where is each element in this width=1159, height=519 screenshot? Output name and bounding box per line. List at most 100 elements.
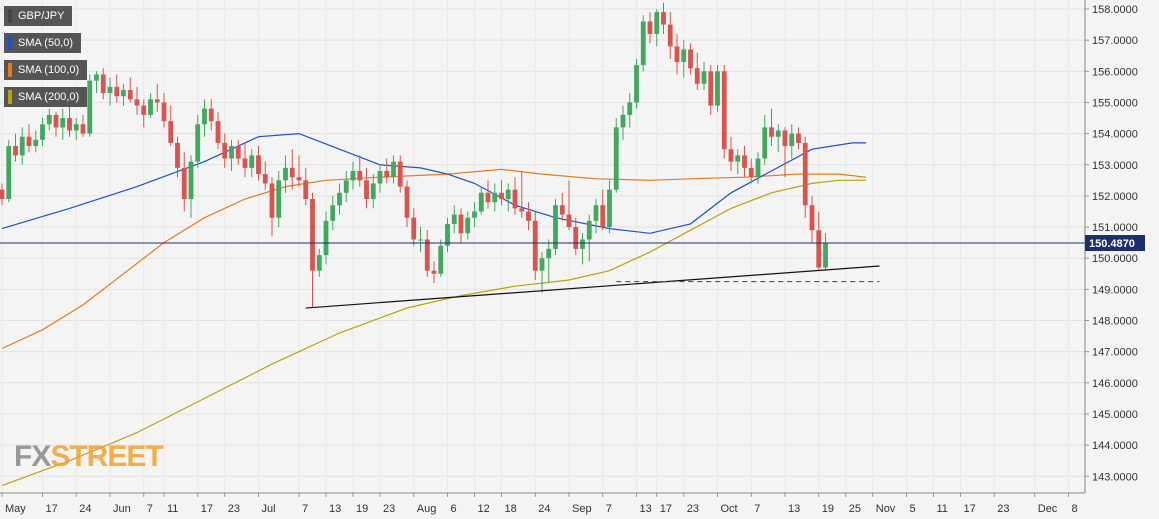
candle-body xyxy=(492,192,498,203)
candle-body xyxy=(181,167,187,200)
candle-body xyxy=(802,142,808,206)
candle-body xyxy=(350,170,356,181)
x-tick-label: 23 xyxy=(228,503,240,515)
candle-body xyxy=(168,121,174,143)
legend-symbol[interactable]: GBP/JPY xyxy=(4,6,73,26)
annotation-lines xyxy=(0,242,1085,309)
candle-body xyxy=(762,127,768,159)
legend-sma50-swatch xyxy=(8,36,12,51)
candle-body xyxy=(519,208,525,212)
candle-body xyxy=(620,114,626,128)
x-tick-label: 25 xyxy=(849,503,861,515)
candle-body xyxy=(654,12,660,34)
candle-body xyxy=(742,155,747,168)
candle-body xyxy=(755,158,761,178)
candle-body xyxy=(607,189,612,228)
x-tick-label: 17 xyxy=(660,503,672,515)
candle-body xyxy=(310,199,315,271)
candle-body xyxy=(600,205,606,228)
x-tick-label: 6 xyxy=(451,503,457,515)
candle-body xyxy=(647,21,653,34)
candle-body xyxy=(100,74,106,94)
x-tick-label: 23 xyxy=(687,503,699,515)
legend-symbol-label: GBP/JPY xyxy=(18,10,65,22)
x-tick-label: 12 xyxy=(478,503,490,515)
candle-body xyxy=(715,71,720,106)
last-price-label: 150.4870 xyxy=(1085,235,1145,252)
candle-body xyxy=(397,161,403,187)
candle-body xyxy=(384,170,390,178)
candle-body xyxy=(458,214,464,234)
y-tick-label: 156.0000 xyxy=(1092,66,1138,78)
x-tick-label: Jun xyxy=(113,503,131,515)
candle-body xyxy=(816,230,822,268)
candle-body xyxy=(809,205,815,231)
candle-body xyxy=(438,245,444,274)
y-tick-label: 143.0000 xyxy=(1092,471,1138,483)
x-tick-label: 17 xyxy=(964,503,976,515)
candle-body xyxy=(775,130,781,137)
candle-body xyxy=(13,146,18,156)
x-tick-label: 5 xyxy=(910,503,916,515)
y-tick-label: 145.0000 xyxy=(1092,409,1138,421)
candle-body xyxy=(748,167,754,178)
candle-body xyxy=(370,183,376,200)
candles xyxy=(0,2,828,309)
candle-body xyxy=(613,127,619,190)
y-tick-label: 146.0000 xyxy=(1092,378,1138,390)
candle-body xyxy=(323,220,329,256)
candle-body xyxy=(222,142,228,159)
legend-sma50[interactable]: SMA (50,0) xyxy=(4,33,82,53)
x-tick-label: May xyxy=(5,503,26,515)
candle-body xyxy=(796,133,801,143)
candle-body xyxy=(627,102,633,115)
candle-body xyxy=(6,146,12,200)
candle-body xyxy=(688,49,693,69)
candle-body xyxy=(0,189,5,200)
x-tick-label: 7 xyxy=(147,503,153,515)
x-tick-label: 7 xyxy=(606,503,612,515)
candle-body xyxy=(769,127,774,137)
candle-body xyxy=(256,155,261,175)
candle-body xyxy=(823,242,828,268)
candle-body xyxy=(573,227,579,249)
legend-sma100[interactable]: SMA (100,0) xyxy=(4,60,88,80)
legend-sma200-label: SMA (200,0) xyxy=(18,91,80,103)
candle-body xyxy=(33,139,39,147)
x-tick-label: 24 xyxy=(538,503,550,515)
candle-body xyxy=(505,189,511,200)
y-tick-label: 157.0000 xyxy=(1092,35,1138,47)
candle-body xyxy=(67,118,72,131)
x-tick-label: 11 xyxy=(167,503,178,515)
x-tick-label: 23 xyxy=(383,503,395,515)
candle-body xyxy=(188,161,194,200)
candle-body xyxy=(701,71,707,84)
candle-body xyxy=(674,46,680,62)
legend-sma100-label: SMA (100,0) xyxy=(18,64,80,76)
x-tick-label: 13 xyxy=(640,503,652,515)
candle-body xyxy=(242,158,248,168)
x-tick-label: 8 xyxy=(1072,503,1078,515)
legend-sma200[interactable]: SMA (200,0) xyxy=(4,87,88,107)
candle-body xyxy=(161,102,167,122)
x-tick-label: Nov xyxy=(876,503,896,515)
candle-body xyxy=(40,124,45,140)
x-tick-label: 17 xyxy=(46,503,58,515)
candle-body xyxy=(728,149,734,162)
candle-body xyxy=(539,258,545,271)
candle-body xyxy=(789,133,795,147)
x-tick-label: 19 xyxy=(822,503,834,515)
candle-body xyxy=(80,124,86,134)
candle-body xyxy=(431,270,437,274)
candle-body xyxy=(60,118,66,128)
candle-body xyxy=(235,146,241,159)
candle-body xyxy=(499,192,504,200)
candle-body xyxy=(586,220,592,240)
candle-body xyxy=(215,121,221,143)
candle-body xyxy=(667,24,673,47)
x-tick-label: 18 xyxy=(505,503,517,515)
y-tick-label: 150.0000 xyxy=(1092,253,1138,265)
legend-symbol-swatch xyxy=(8,9,12,24)
candle-body xyxy=(289,167,295,178)
